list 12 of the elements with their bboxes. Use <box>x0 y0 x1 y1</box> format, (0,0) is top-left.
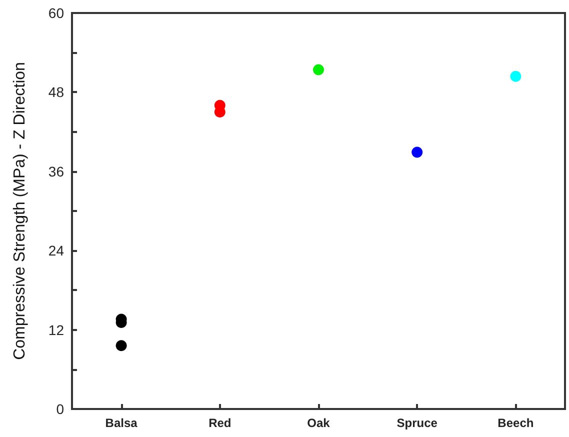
y-tick-label: 36 <box>48 163 64 180</box>
x-tick-label: Oak <box>307 416 330 430</box>
x-tick-label: Red <box>208 416 232 430</box>
x-tick-label: Spruce <box>396 416 438 430</box>
y-tick-label: 12 <box>48 322 64 338</box>
y-tick-label: 48 <box>48 84 64 100</box>
y-tick-label: 60 <box>48 5 64 21</box>
y-axis-title: Compressive Strength (MPa) - Z Direction <box>12 62 28 360</box>
x-tick-label: Beech <box>498 416 534 430</box>
y-tick-label: 24 <box>48 242 64 259</box>
y-tick-label: 0 <box>56 401 64 417</box>
x-tick-label: Balsa <box>105 416 138 430</box>
